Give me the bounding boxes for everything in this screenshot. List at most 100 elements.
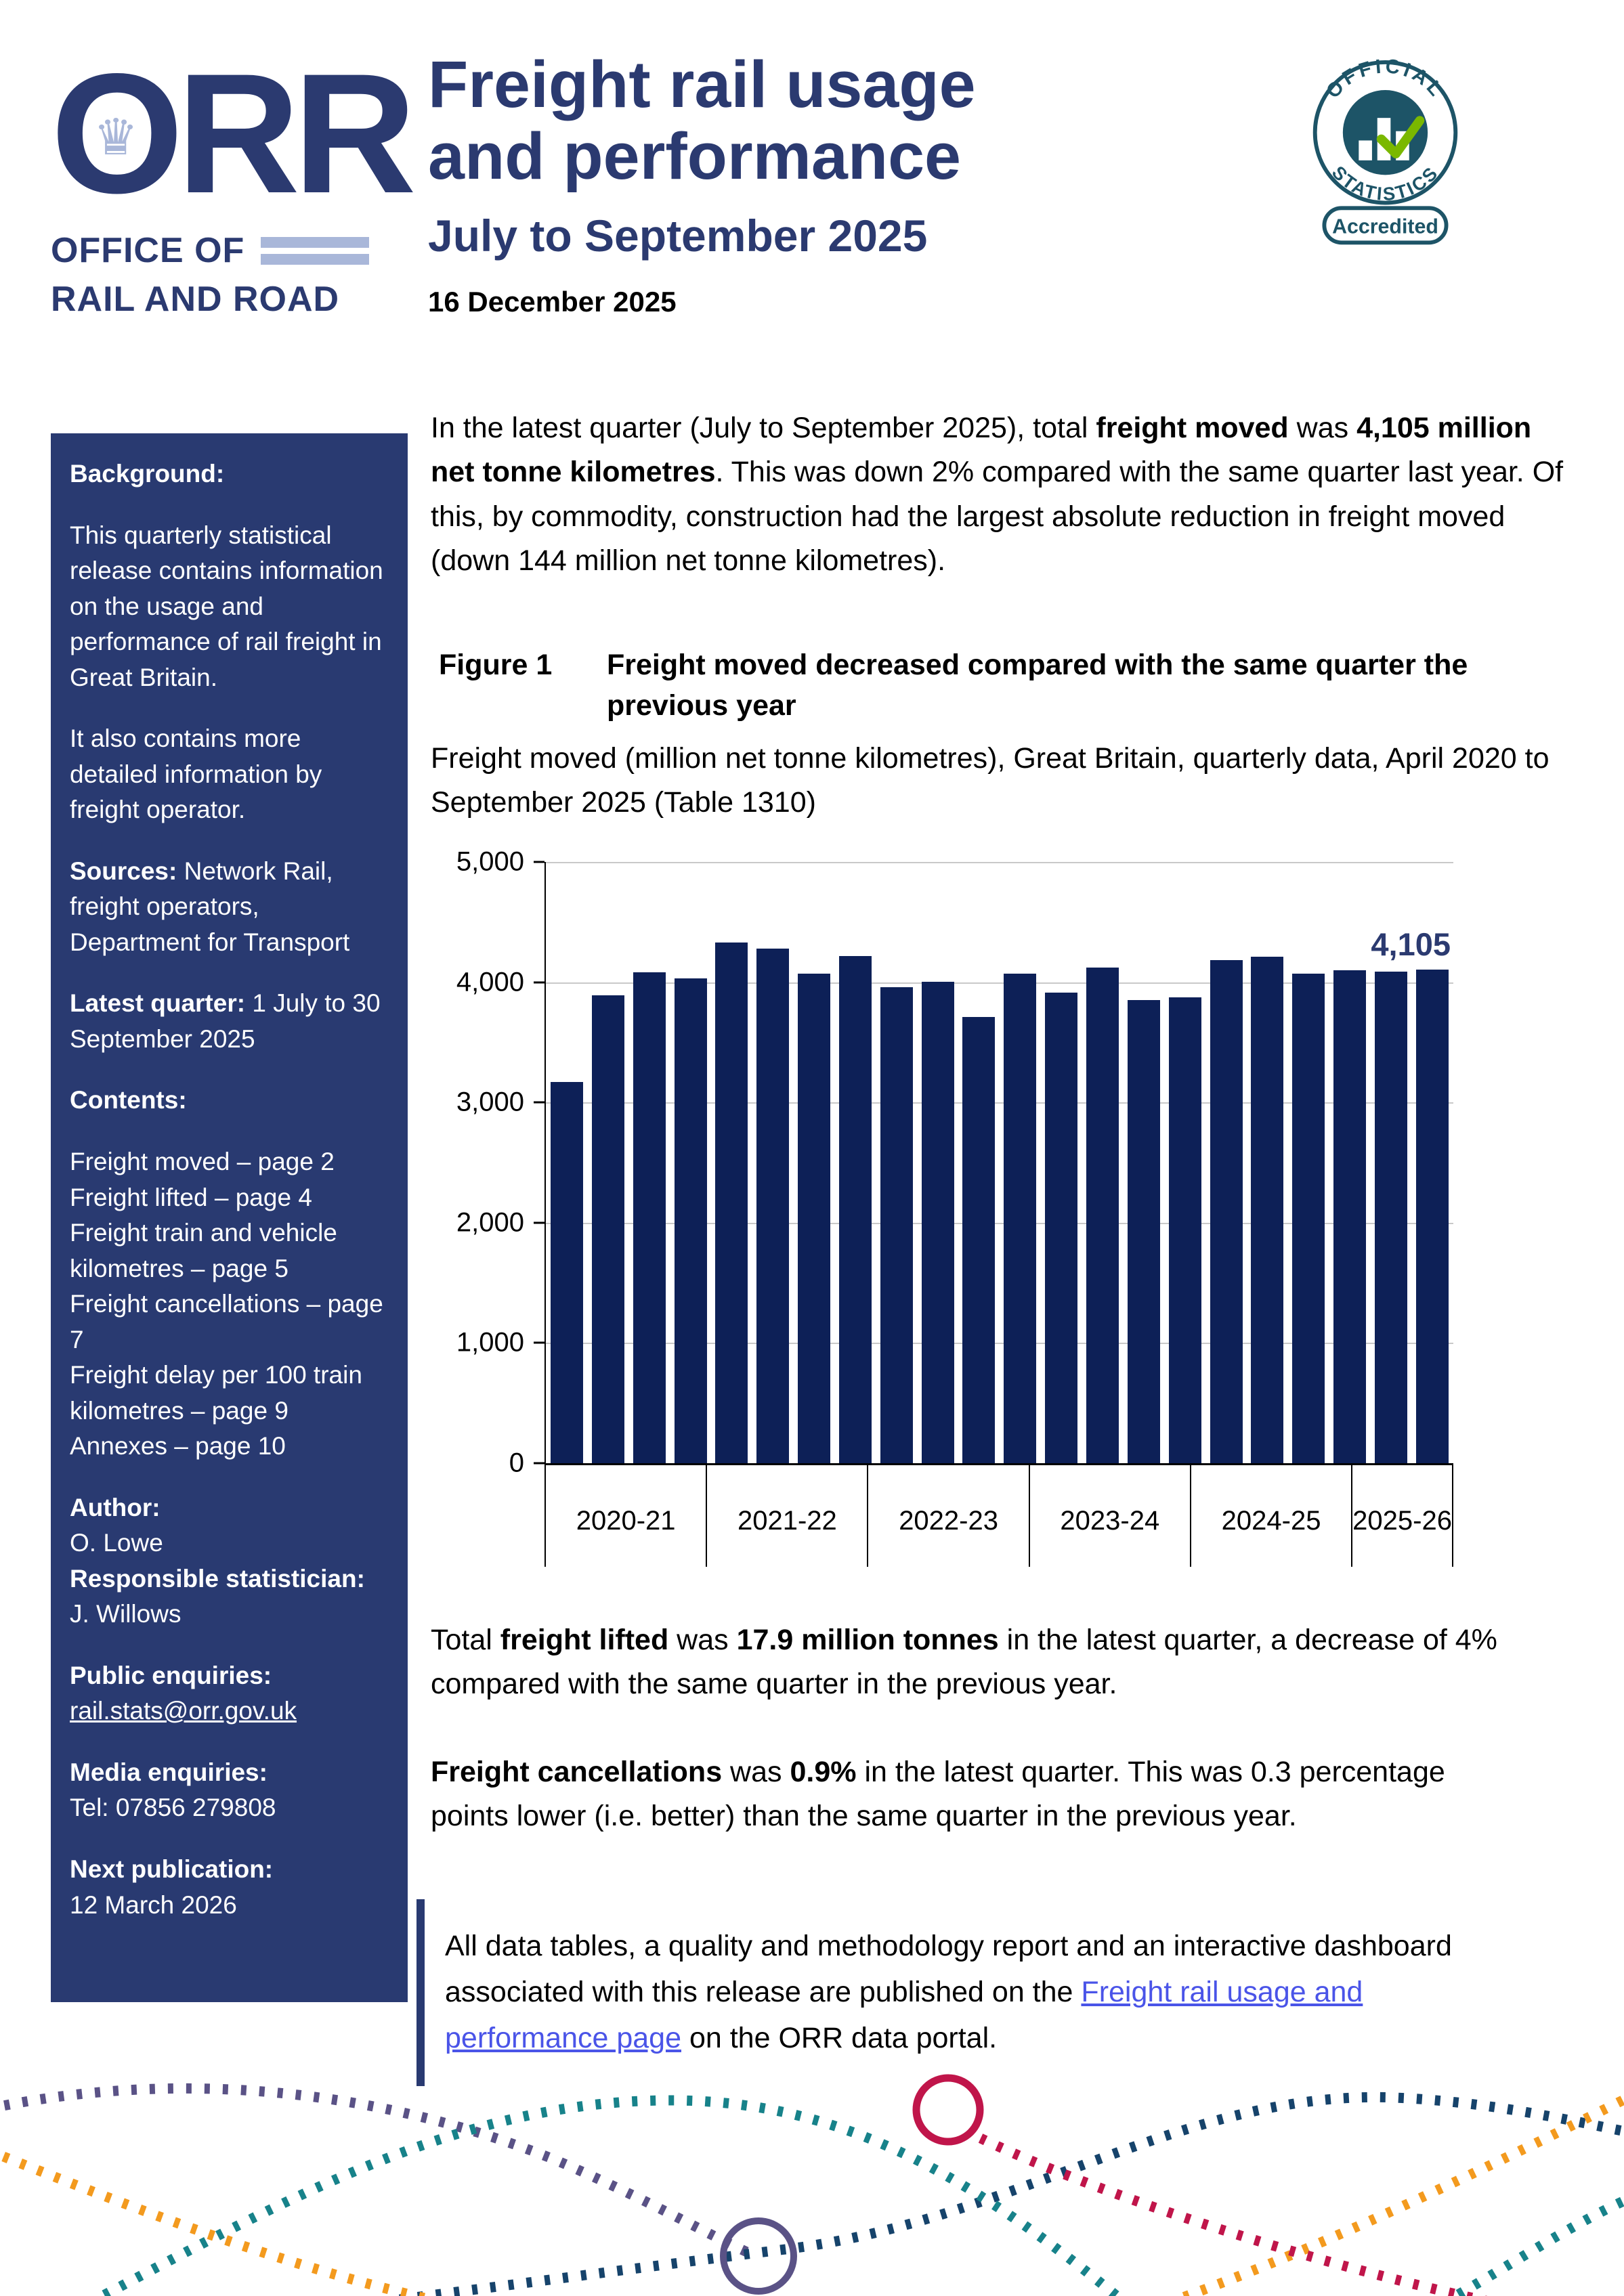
text-segment: in the latest quarter. This was 0.3 perc… <box>431 1756 1445 1833</box>
data-portal-infobox: All data tables, a quality and methodolo… <box>416 1899 1590 2086</box>
y-axis-tick-label: 4,000 <box>456 967 524 997</box>
x-axis-year-label: 2024-25 <box>1221 1506 1321 1536</box>
text-segment: Freight cancellations – page 7 <box>70 1290 383 1353</box>
y-axis-tick-label: 0 <box>509 1448 524 1478</box>
text-segment: freight moved <box>1096 412 1289 444</box>
bar <box>921 981 954 1463</box>
infobox-text: All data tables, a quality and methodolo… <box>445 1924 1529 2062</box>
logo-office-of: OFFICE OF <box>51 231 245 270</box>
orr-letters: ORR <box>51 39 416 229</box>
text-segment: 4,105 million net tonne kilometres <box>431 412 1532 489</box>
text-segment: In the latest quarter (July to September… <box>431 412 1096 444</box>
x-axis-labels: 2020-21 2021-22 2022-23 2023-24 2024-25 2025-… <box>544 1465 1453 1567</box>
orr-logo: ORR ♛ OFFICE OF RAIL AND ROAD <box>51 39 423 320</box>
bar <box>838 956 872 1463</box>
page-title-line2: and performance <box>428 119 961 193</box>
x-axis-year-group: 2022-23 <box>867 1465 1028 1567</box>
report-period: July to September 2025 <box>428 211 928 261</box>
intro-paragraph: In the latest quarter (July to September… <box>431 406 1582 583</box>
official-statistics-badge: OFFICIAL STATISTICS Accredited <box>1312 58 1458 245</box>
sidebar-paragraph: Next publication: 12 March 2026 <box>70 1852 390 1923</box>
y-axis-tick <box>534 1101 544 1104</box>
x-axis-year-label: 2023-24 <box>1060 1506 1160 1536</box>
text-segment: Tel: 07856 279808 <box>70 1794 276 1822</box>
gridline <box>546 1343 1453 1345</box>
text-segment: Background: <box>70 460 225 488</box>
footer-curve-teal-right <box>1445 2195 1624 2296</box>
text-segment: . This was down 2% compared with the sam… <box>431 456 1564 578</box>
y-axis-tick <box>534 1221 544 1224</box>
y-axis-tick <box>534 861 544 863</box>
text-segment: Public enquiries: <box>70 1661 272 1689</box>
logo-equals-bars <box>261 236 370 265</box>
sidebar-paragraph: Public enquiries: rail.stats@orr.gov.uk <box>70 1658 390 1729</box>
sidebar: Background: This quarterly statistical re… <box>51 433 408 2002</box>
badge-accredited-label: Accredited <box>1332 216 1438 238</box>
badge-accredited-pill <box>1322 206 1449 245</box>
bar <box>1333 970 1367 1463</box>
bar <box>1374 971 1407 1463</box>
bar <box>962 1017 996 1463</box>
y-axis-tick <box>534 981 544 984</box>
chart-plot-area: 4,105 <box>544 862 1453 1465</box>
text-segment: It also contains more detailed informati… <box>70 724 322 824</box>
text-segment: in the latest quarter, a decrease of 4% … <box>431 1624 1497 1701</box>
bar <box>1086 968 1119 1463</box>
bar <box>798 974 831 1463</box>
bar <box>591 995 624 1463</box>
footer-curve-purple <box>0 2083 755 2259</box>
figure-heading: Figure 1 Freight moved decreased compare… <box>439 645 1577 726</box>
bar <box>1210 959 1243 1463</box>
text-segment: All data tables, a quality and methodolo… <box>445 1930 1452 2008</box>
footer-curve-orange-right <box>1172 2094 1624 2296</box>
x-axis-year-group: 2025-26 <box>1351 1465 1452 1567</box>
text-segment: Freight delay per 100 train kilometres –… <box>70 1361 362 1425</box>
text-segment: Next publication: <box>70 1855 274 1883</box>
latest-value-annotation: 4,105 <box>1371 926 1451 963</box>
text-segment: Media enquiries: <box>70 1758 268 1786</box>
logo-rail-and-road: RAIL AND ROAD <box>51 280 340 319</box>
x-axis-year-group: 2023-24 <box>1028 1465 1190 1567</box>
sidebar-paragraph: It also contains more detailed informati… <box>70 721 390 828</box>
text-segment: This quarterly statistical release conta… <box>70 521 383 691</box>
freight-page-link[interactable]: Freight rail usage and performance page <box>445 1975 1363 2054</box>
sidebar-paragraph: Contents: <box>70 1083 390 1119</box>
footer-circle-crimson <box>912 2074 984 2146</box>
bar <box>1292 974 1325 1463</box>
bar <box>1127 1000 1160 1463</box>
x-axis-year-group: 2020-21 <box>544 1465 706 1567</box>
y-axis-tick <box>534 1462 544 1465</box>
bar <box>551 1082 583 1463</box>
text-segment: Freight lifted – page 4 <box>70 1183 312 1211</box>
sidebar-paragraph: Background: <box>70 456 390 492</box>
decorative-footer-curves <box>0 2074 1624 2296</box>
text-segment: Responsible statistician: <box>70 1564 365 1593</box>
bar <box>880 987 913 1463</box>
bar <box>1251 957 1284 1463</box>
bar <box>633 972 666 1463</box>
text-segment: was <box>668 1624 737 1656</box>
text-segment: Author: <box>70 1493 161 1521</box>
footer-curve-orange-left <box>0 2149 439 2296</box>
text-segment: on the ORR data portal. <box>681 2021 998 2054</box>
figure-title: Freight moved decreased compared with th… <box>607 649 1468 722</box>
bar <box>1004 974 1037 1463</box>
publication-date: 16 December 2025 <box>428 286 677 318</box>
text-segment: O. Lowe <box>70 1529 163 1557</box>
sidebar-paragraph: Media enquiries: Tel: 07856 279808 <box>70 1755 390 1826</box>
email-link[interactable]: rail.stats@orr.gov.uk <box>70 1697 297 1725</box>
text-segment: was <box>1288 412 1357 444</box>
crown-icon: ♛ <box>93 109 139 165</box>
text-segment: Contents: <box>70 1086 187 1114</box>
x-axis-year-label: 2021-22 <box>737 1506 837 1536</box>
y-axis-tick-label: 5,000 <box>456 846 524 877</box>
text-segment: Freight train and vehicle kilometres – p… <box>70 1219 337 1282</box>
text-segment: freight lifted <box>500 1624 669 1656</box>
text-segment: 0.9% <box>790 1756 857 1788</box>
text-segment: Sources: <box>70 857 177 885</box>
bar <box>756 948 790 1463</box>
text-segment: 12 March 2026 <box>70 1890 237 1919</box>
gridline <box>546 862 1453 863</box>
y-axis-tick <box>534 1341 544 1344</box>
